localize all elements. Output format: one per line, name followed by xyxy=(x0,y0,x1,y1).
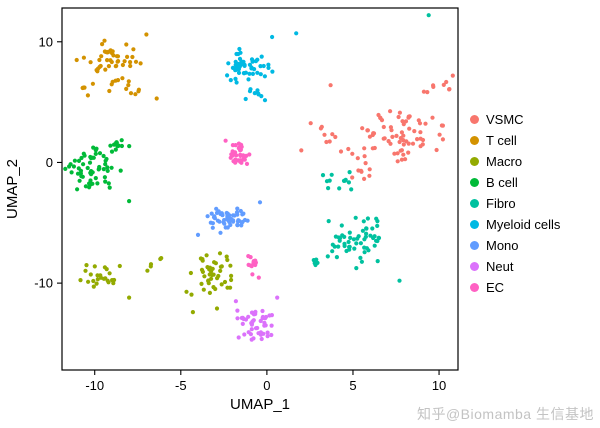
y-axis-title: UMAP_2 xyxy=(4,159,21,219)
legend-swatch-fibro xyxy=(470,199,479,208)
scatter-points xyxy=(62,13,455,342)
legend-swatch-macro xyxy=(470,157,479,166)
x-tick-label: -10 xyxy=(85,378,104,393)
legend-swatch-b-cell xyxy=(470,178,479,187)
x-tick-label: 0 xyxy=(263,378,270,393)
y-axis-ticks: -10 0 10 xyxy=(34,34,62,291)
legend-item-myeloid-cells: Myeloid cells xyxy=(470,217,560,232)
cluster-ec xyxy=(223,138,261,280)
legend-label-mono: Mono xyxy=(486,238,519,253)
plot-panel xyxy=(62,8,458,370)
y-tick-label: -10 xyxy=(34,276,53,291)
legend-item-mono: Mono xyxy=(470,238,560,253)
cluster-t-cell xyxy=(74,32,159,101)
legend-label-vsmc: VSMC xyxy=(486,112,524,127)
legend-item-b-cell: B cell xyxy=(470,175,560,190)
legend-item-macro: Macro xyxy=(470,154,560,169)
legend-label-neut: Neut xyxy=(486,259,514,274)
legend-swatch-ec xyxy=(470,283,479,292)
legend-label-b-cell: B cell xyxy=(486,175,518,190)
watermark: 知乎@Biomamba 生信基地 xyxy=(416,406,594,422)
legend-swatch-t-cell xyxy=(470,136,479,145)
legend-item-fibro: Fibro xyxy=(470,196,560,211)
legend-item-vsmc: VSMC xyxy=(470,112,560,127)
panel-border xyxy=(61,7,459,371)
x-tick-label: -5 xyxy=(175,378,187,393)
cluster-myeloid-cells xyxy=(225,31,299,103)
legend-label-myeloid-cells: Myeloid cells xyxy=(486,217,561,232)
y-tick-label: 0 xyxy=(46,155,53,170)
x-axis-title: UMAP_1 xyxy=(230,396,290,413)
legend-swatch-mono xyxy=(470,241,479,250)
legend-label-t-cell: T cell xyxy=(486,133,517,148)
legend-item-ec: EC xyxy=(470,280,560,295)
legend-item-t-cell: T cell xyxy=(470,133,560,148)
cluster-b-cell xyxy=(62,138,132,204)
legend: VSMC T cell Macro B cell Fibro Myeloid cells M… xyxy=(470,112,560,295)
legend-swatch-neut xyxy=(470,262,479,271)
x-tick-label: 10 xyxy=(432,378,446,393)
y-tick-label: 10 xyxy=(39,34,53,49)
cluster-fibro xyxy=(311,13,431,283)
cluster-mono xyxy=(195,200,263,237)
legend-label-macro: Macro xyxy=(486,154,523,169)
legend-label-fibro: Fibro xyxy=(486,196,516,211)
legend-item-neut: Neut xyxy=(470,259,560,274)
legend-label-ec: EC xyxy=(486,280,505,295)
x-tick-label: 5 xyxy=(349,378,356,393)
x-axis-ticks: -10 -5 0 5 10 xyxy=(85,370,446,393)
legend-swatch-myeloid-cells xyxy=(470,220,479,229)
cluster-vsmc xyxy=(299,73,455,181)
legend-swatch-vsmc xyxy=(470,115,479,124)
cluster-neut xyxy=(233,295,280,342)
cluster-macro xyxy=(78,251,234,315)
